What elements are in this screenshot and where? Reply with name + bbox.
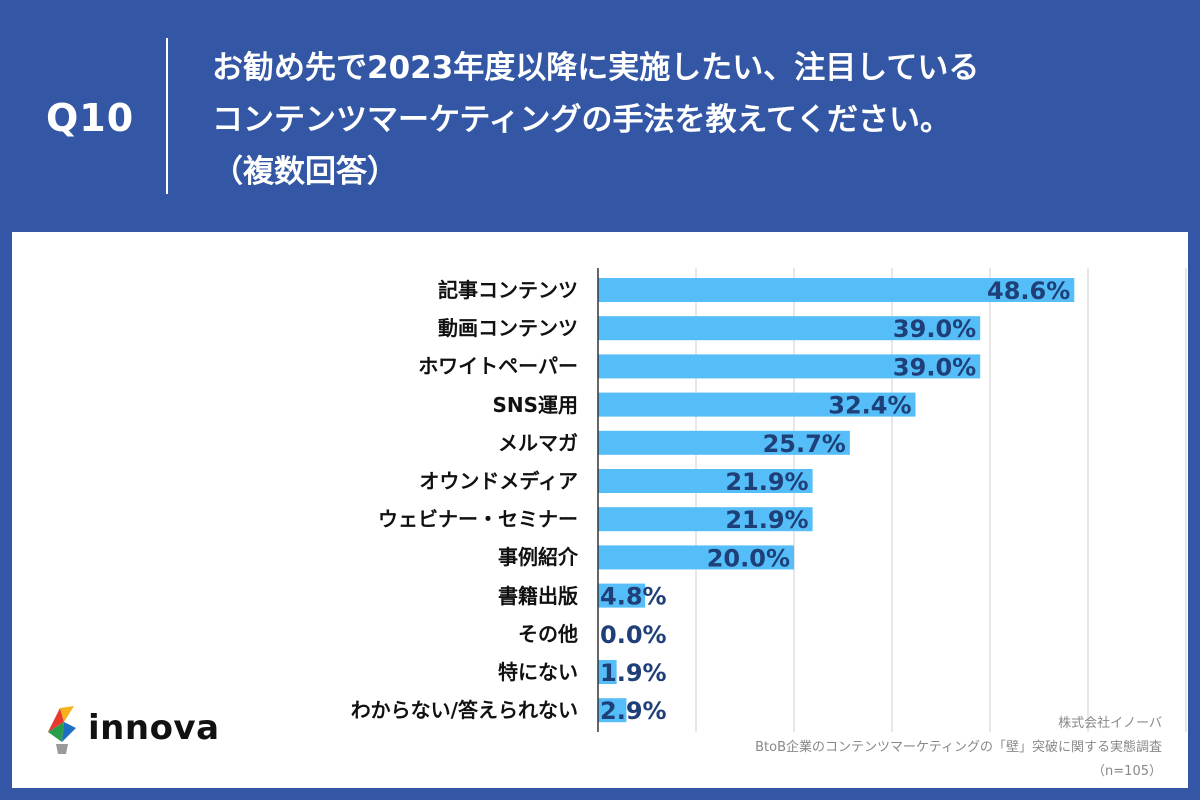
category-label: メルマガ <box>498 430 578 455</box>
category-label: ホワイトペーパー <box>418 354 578 379</box>
footer-survey-title: BtoB企業のコンテンツマーケティングの「壁」突破に関する実態調査 <box>755 740 1162 755</box>
category-label: 記事コンテンツ <box>438 278 578 302</box>
bar <box>598 545 794 570</box>
data-label: 25.7% <box>763 430 846 458</box>
innova-logo: innova <box>40 702 219 762</box>
category-label: 事例紹介 <box>498 545 578 570</box>
data-label: 2.9% <box>600 697 667 725</box>
question-text: お勧め先で2023年度以降に実施したい、注目している コンテンツマーケティングの… <box>212 42 1172 198</box>
data-label: 4.8% <box>600 583 667 611</box>
data-label: 39.0% <box>893 353 976 381</box>
bar <box>598 316 981 341</box>
category-label: オウンドメディア <box>419 469 578 493</box>
data-label: 32.4% <box>828 392 911 420</box>
question-number: Q10 <box>46 96 135 140</box>
bar <box>598 278 1075 302</box>
footer-company: 株式会社イノーバ <box>1058 716 1162 731</box>
data-label: 21.9% <box>725 506 808 534</box>
data-label: 48.6% <box>987 277 1070 305</box>
category-label: 動画コンテンツ <box>438 316 578 341</box>
question-line-1: お勧め先で2023年度以降に実施したい、注目している <box>212 50 980 86</box>
header-divider <box>166 38 168 194</box>
question-header: Q10 お勧め先で2023年度以降に実施したい、注目している コンテンツマーケテ… <box>0 0 1200 230</box>
bar <box>598 507 813 532</box>
footer-sample-size: （n=105） <box>1092 764 1162 779</box>
category-label: 書籍出版 <box>498 583 578 608</box>
data-label: 21.9% <box>725 468 808 496</box>
bar <box>598 583 646 608</box>
bar <box>598 469 813 493</box>
data-label: 39.0% <box>893 315 976 343</box>
category-label: ウェビナー・セミナー <box>378 507 578 532</box>
bar <box>598 354 981 379</box>
bar <box>598 392 916 417</box>
category-label: SNS運用 <box>492 392 578 417</box>
category-label: わからない/答えられない <box>350 698 578 723</box>
bar <box>598 430 850 455</box>
lightbulb-logo-icon <box>48 706 76 754</box>
category-label: 特にない <box>498 660 578 684</box>
data-label: 20.0% <box>707 544 790 572</box>
question-line-3: （複数回答） <box>212 154 398 190</box>
category-label: その他 <box>518 621 578 646</box>
bar <box>598 660 617 684</box>
data-label: 0.0% <box>600 621 667 649</box>
logo-wordmark: innova <box>88 708 220 748</box>
bar <box>598 698 627 723</box>
data-label: 1.9% <box>600 659 667 687</box>
question-line-2: コンテンツマーケティングの手法を教えてください。 <box>212 102 952 138</box>
